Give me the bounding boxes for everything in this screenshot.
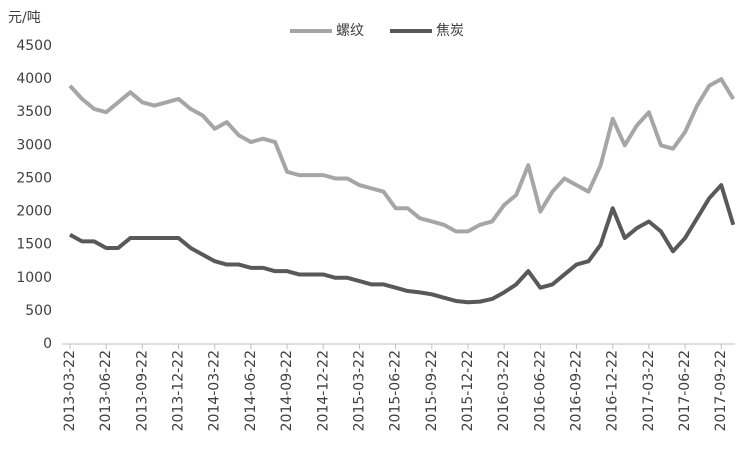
x-tick-label: 2015-06-22: [388, 350, 404, 431]
series-line: [68, 77, 736, 234]
y-tick-label: 1000: [16, 270, 52, 286]
y-tick-label: 4500: [16, 38, 52, 54]
x-tick-label: 2014-03-22: [207, 350, 223, 431]
x-tick-label: 2014-06-22: [243, 350, 259, 431]
x-tick-label: 2014-12-22: [315, 350, 331, 431]
x-tick-label: 2016-12-22: [605, 350, 621, 431]
y-tick-label: 3500: [16, 104, 52, 120]
x-tick-label: 2017-09-22: [713, 350, 729, 431]
y-axis-label: 元/吨: [8, 10, 41, 26]
x-tick-label: 2016-06-22: [532, 350, 548, 431]
x-tick-label: 2013-03-22: [62, 350, 78, 431]
legend-label: 焦炭: [436, 23, 464, 39]
y-tick-label: 1500: [16, 237, 52, 253]
y-tick-label: 3000: [16, 137, 52, 153]
y-tick-label: 2000: [16, 204, 52, 220]
x-tick-label: 2014-09-22: [279, 350, 295, 431]
x-tick-label: 2017-06-22: [677, 350, 693, 431]
x-tick-label: 2016-03-22: [496, 350, 512, 431]
y-tick-label: 500: [25, 303, 52, 319]
legend-label: 螺纹: [336, 23, 364, 39]
x-tick-label: 2013-12-22: [171, 350, 187, 431]
x-tick-label: 2013-06-22: [98, 350, 114, 431]
series-line: [69, 183, 736, 305]
y-tick-label: 0: [43, 336, 52, 352]
x-tick-label: 2015-12-22: [460, 350, 476, 431]
y-tick-label: 4000: [16, 71, 52, 87]
y-tick-label: 2500: [16, 170, 52, 186]
x-tick-label: 2015-03-22: [351, 350, 367, 431]
x-tick-label: 2015-09-22: [424, 350, 440, 431]
x-tick-label: 2017-03-22: [641, 350, 657, 431]
x-tick-label: 2013-09-22: [134, 350, 150, 431]
x-tick-label: 2016-09-22: [569, 350, 585, 431]
